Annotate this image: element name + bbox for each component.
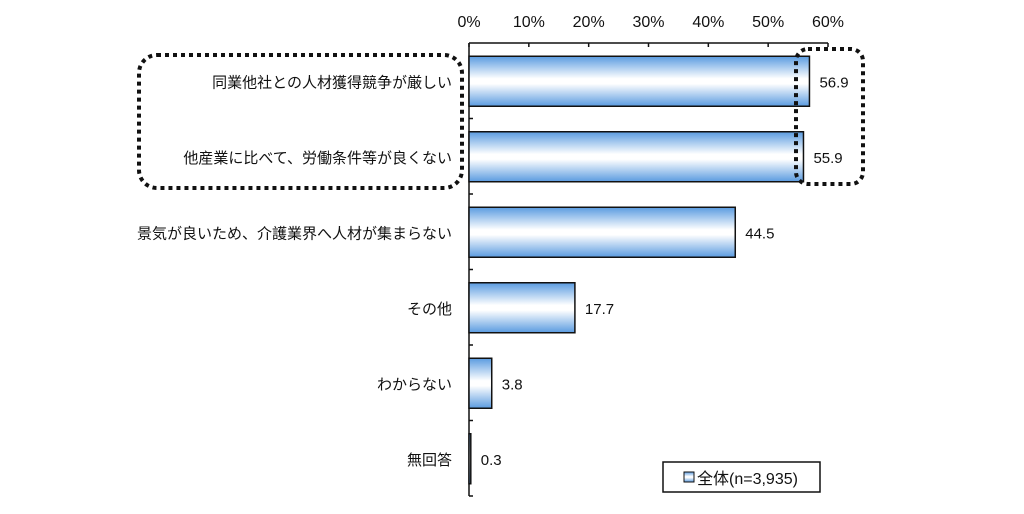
x-tick-label: 20% bbox=[573, 14, 605, 31]
legend: 全体(n=3,935) bbox=[662, 461, 821, 493]
legend-swatch bbox=[683, 471, 695, 483]
value-label: 56.9 bbox=[819, 74, 848, 91]
bar bbox=[468, 433, 472, 485]
value-label: 0.3 bbox=[481, 452, 502, 469]
legend-label: 全体(n=3,935) bbox=[697, 470, 798, 488]
value-label: 3.8 bbox=[502, 376, 523, 393]
value-label: 44.5 bbox=[745, 225, 774, 242]
highlight-box-categories bbox=[137, 53, 464, 190]
bar bbox=[468, 55, 811, 107]
value-label: 55.9 bbox=[813, 150, 842, 167]
category-label: わからない bbox=[377, 376, 452, 393]
x-axis: 0% 10% 20% 30% 40% 50% 60% bbox=[457, 14, 844, 497]
category-label: 同業他社との人材獲得競争が厳しい bbox=[212, 73, 452, 91]
bar bbox=[468, 206, 737, 258]
category-label: その他 bbox=[407, 301, 452, 318]
x-tick-label: 10% bbox=[513, 14, 545, 31]
x-tick-label: 50% bbox=[752, 14, 784, 31]
x-tick-label: 60% bbox=[812, 14, 844, 31]
category-label: 景気が良いため、介護業界へ人材が集まらない bbox=[137, 225, 452, 242]
bar bbox=[468, 282, 576, 334]
x-tick-label: 30% bbox=[632, 14, 664, 31]
category-label: 他産業に比べて、労働条件等が良くない bbox=[183, 149, 452, 167]
x-tick-label: 40% bbox=[692, 14, 724, 31]
bars: 同業他社との人材獲得競争が厳しい 56.9 他産業に比べて、労働条件等が良くない 55… bbox=[137, 55, 849, 485]
value-label: 17.7 bbox=[585, 301, 614, 318]
legend-box bbox=[662, 461, 821, 493]
bar bbox=[468, 357, 493, 409]
bar bbox=[468, 131, 805, 183]
category-label: 無回答 bbox=[407, 452, 452, 469]
x-tick-label: 0% bbox=[457, 14, 480, 31]
